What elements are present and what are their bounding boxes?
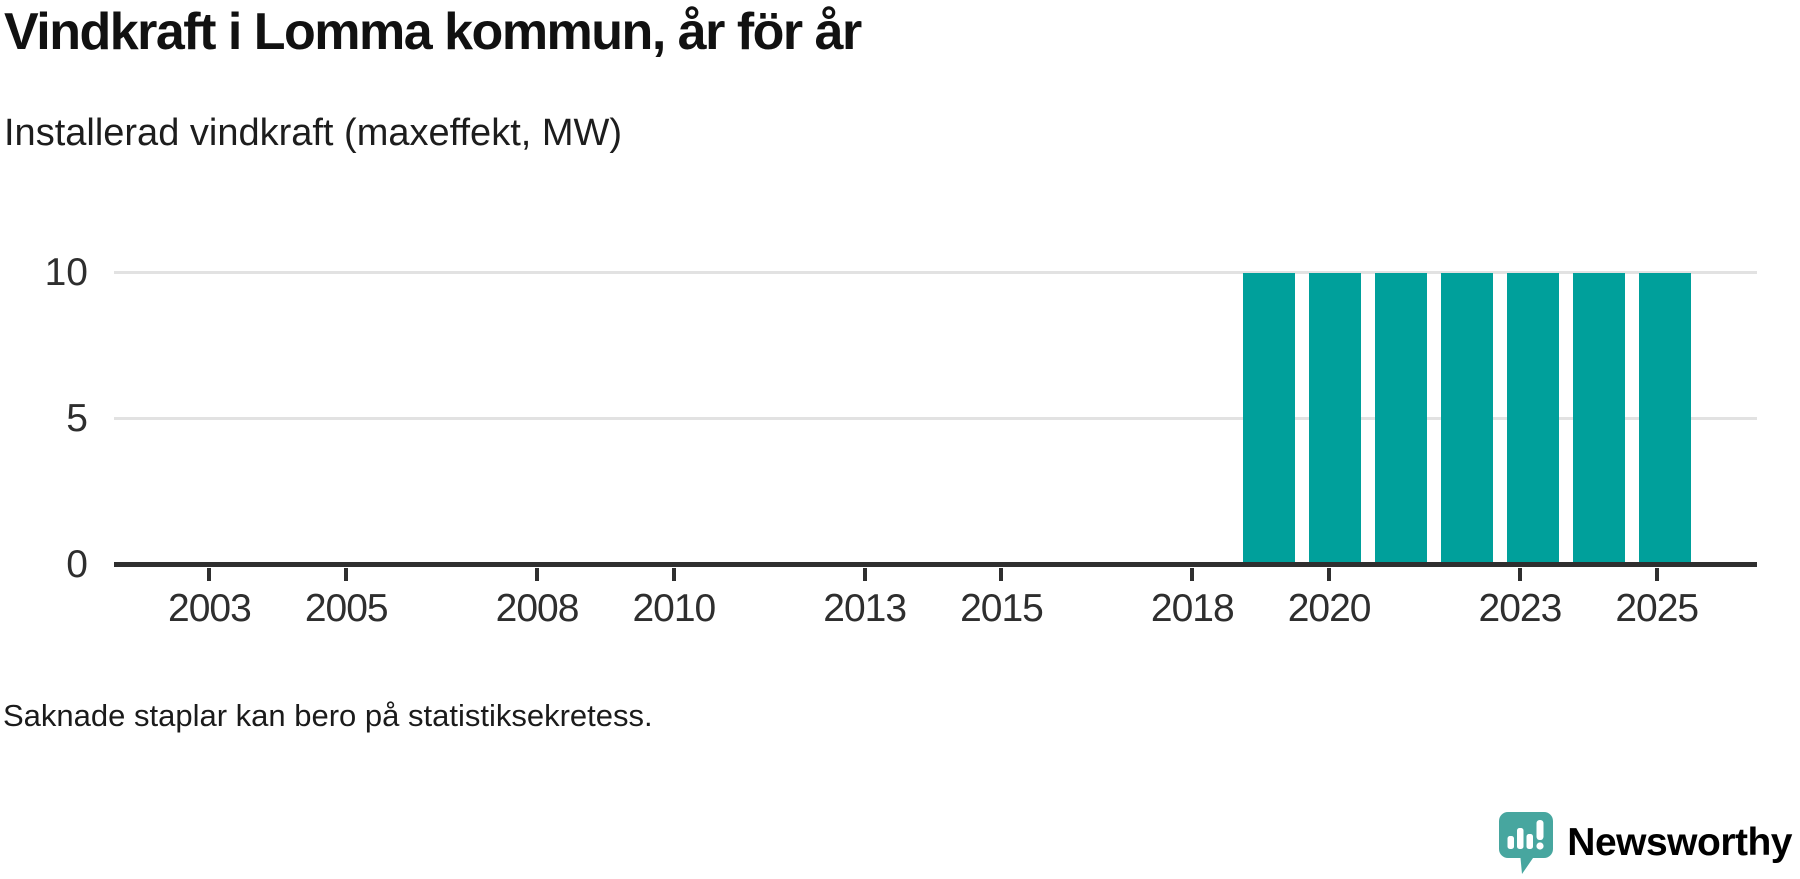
newsworthy-icon <box>1499 812 1554 874</box>
bar-slot-2003 <box>180 230 246 565</box>
bar-2019 <box>1243 273 1295 565</box>
x-cell-2020: 2020 <box>1288 568 1371 631</box>
x-tick-label-2015: 2015 <box>960 587 1044 630</box>
y-tick-label-5: 5 <box>66 397 88 440</box>
bar-slot-2015 <box>972 230 1038 565</box>
bar-slot-2018 <box>1170 230 1236 565</box>
x-cell-2025: 2025 <box>1615 568 1699 631</box>
bar-slot-2011 <box>708 230 774 565</box>
x-cell-2022 <box>1425 568 1479 631</box>
x-cell-2004 <box>251 568 305 631</box>
x-cell-2003: 2003 <box>168 568 252 631</box>
x-tick-label-2020: 2020 <box>1287 587 1372 630</box>
bar-slot-2025 <box>1632 230 1698 565</box>
bar-slot-2012 <box>774 230 840 565</box>
x-tick-2010 <box>671 568 676 581</box>
x-tick-label-2010: 2010 <box>632 587 716 630</box>
bar-slot-2008 <box>510 230 576 565</box>
x-tick-2005 <box>344 568 349 581</box>
x-cell-2014 <box>906 568 960 631</box>
x-axis-cells: 2003 2005 2008 2010 2013 2015 2018 2020 2023 2025 <box>114 568 1699 631</box>
x-cell-2024 <box>1561 568 1615 631</box>
x-cell-2010: 2010 <box>632 568 716 631</box>
x-cell-2018: 2018 <box>1150 568 1235 631</box>
y-tick-label-0: 0 <box>66 543 88 586</box>
bar-slot-2002 <box>114 230 180 565</box>
bar-slot-2007 <box>444 230 510 565</box>
bar-slot-2017 <box>1104 230 1170 565</box>
bar-slot-2021 <box>1368 230 1434 565</box>
bar-slot-2016 <box>1038 230 1104 565</box>
bar-slot-2009 <box>576 230 642 565</box>
x-tick-label-2003: 2003 <box>168 587 252 630</box>
bar-slot-2010 <box>642 230 708 565</box>
bar-slot-2005 <box>312 230 378 565</box>
x-cell-2019 <box>1234 568 1288 631</box>
bars-row <box>114 230 1698 565</box>
bar-2025 <box>1639 273 1691 565</box>
x-axis: 2003 2005 2008 2010 2013 2015 2018 2020 2023 2025 <box>114 568 1757 631</box>
bar-slot-2019 <box>1236 230 1302 565</box>
chart-subtitle: Installerad vindkraft (maxeffekt, MW) <box>4 112 623 154</box>
bar-2020 <box>1309 273 1361 565</box>
bar-slot-2020 <box>1302 230 1368 565</box>
bar-slot-2022 <box>1434 230 1500 565</box>
x-cell-2016 <box>1043 568 1097 631</box>
bar-2024 <box>1573 273 1625 565</box>
x-cell-2013: 2013 <box>823 568 907 631</box>
x-tick-label-2005: 2005 <box>304 587 389 630</box>
x-cell-2005: 2005 <box>304 568 389 631</box>
bar-2021 <box>1375 273 1427 565</box>
brand-name: Newsworthy <box>1567 821 1792 864</box>
x-tick-2025 <box>1654 568 1659 581</box>
bar-slot-2004 <box>246 230 312 565</box>
y-tick-label-10: 10 <box>44 251 88 294</box>
x-tick-2008 <box>535 568 540 581</box>
x-tick-label-2025: 2025 <box>1615 587 1699 630</box>
x-cell-2015: 2015 <box>960 568 1044 631</box>
x-axis-line <box>114 562 1757 567</box>
bar-slot-2006 <box>378 230 444 565</box>
x-tick-label-2018: 2018 <box>1150 587 1235 630</box>
x-cell-2006 <box>388 568 442 631</box>
x-cell-2011 <box>715 568 769 631</box>
x-tick-2013 <box>862 568 867 581</box>
bar-slot-2013 <box>840 230 906 565</box>
bar-slot-2014 <box>906 230 972 565</box>
x-tick-2015 <box>999 568 1004 581</box>
x-tick-2018 <box>1190 568 1195 581</box>
x-tick-2023 <box>1517 568 1522 581</box>
bar-2023 <box>1507 273 1559 565</box>
bar-slot-2023 <box>1500 230 1566 565</box>
x-cell-2008: 2008 <box>496 568 579 631</box>
x-cell-2012 <box>769 568 823 631</box>
bar-slot-2024 <box>1566 230 1632 565</box>
x-tick-2020 <box>1327 568 1332 581</box>
chart-footnote: Saknade staplar kan bero på statistiksek… <box>3 698 653 733</box>
x-cell-2017 <box>1097 568 1151 631</box>
gridline-5 <box>114 417 1757 420</box>
x-tick-label-2013: 2013 <box>823 587 907 630</box>
x-cell-2002 <box>114 568 168 631</box>
chart-title: Vindkraft i Lomma kommun, år för år <box>4 3 862 61</box>
plot-area <box>114 230 1757 567</box>
x-cell-2007 <box>442 568 496 631</box>
x-tick-2003 <box>207 568 212 581</box>
brand-logo: Newsworthy <box>1499 812 1792 874</box>
x-cell-2021 <box>1370 568 1424 631</box>
x-cell-2023: 2023 <box>1479 568 1562 631</box>
x-cell-2009 <box>578 568 632 631</box>
y-axis-labels: 0 5 10 <box>0 230 88 586</box>
x-tick-label-2023: 2023 <box>1478 587 1563 630</box>
x-tick-label-2008: 2008 <box>495 587 580 630</box>
gridline-10 <box>114 271 1757 274</box>
bar-2022 <box>1441 273 1493 565</box>
